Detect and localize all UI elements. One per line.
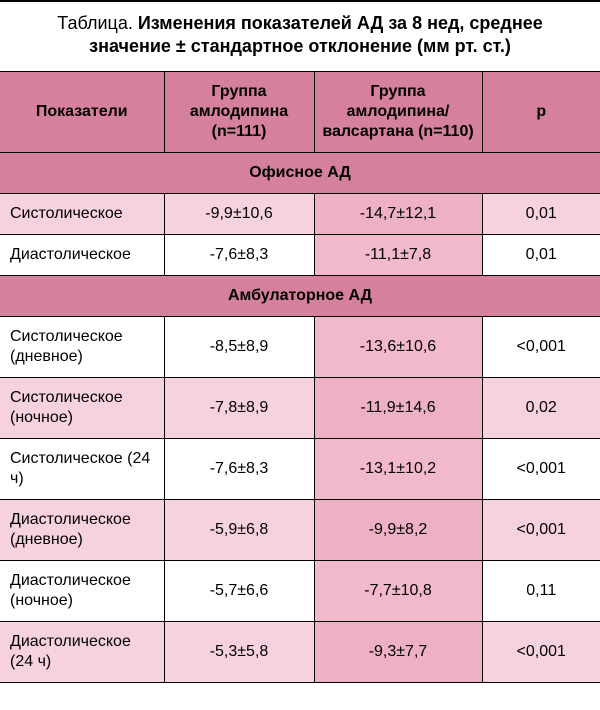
cell-indicator: Диастолическое (0, 234, 164, 275)
cell-group1: -7,6±8,3 (164, 234, 314, 275)
cell-group1: -7,8±8,9 (164, 377, 314, 438)
cell-group1: -5,9±6,8 (164, 499, 314, 560)
table-row: Систолическое (24 ч)-7,6±8,3-13,1±10,2<0… (0, 438, 600, 499)
cell-indicator: Систолическое (дневное) (0, 316, 164, 377)
table-row: Диастолическое (дневное)-5,9±6,8-9,9±8,2… (0, 499, 600, 560)
cell-group1: -9,9±10,6 (164, 193, 314, 234)
cell-group2: -11,1±7,8 (314, 234, 482, 275)
title-bold: Изменения показателей АД за 8 нед, средн… (89, 13, 543, 56)
table-container: Таблица. Изменения показателей АД за 8 н… (0, 0, 600, 683)
cell-group2: -14,7±12,1 (314, 193, 482, 234)
cell-p: <0,001 (482, 438, 600, 499)
table-row: Систолическое-9,9±10,6-14,7±12,10,01 (0, 193, 600, 234)
cell-group2: -7,7±10,8 (314, 560, 482, 621)
cell-group2: -13,1±10,2 (314, 438, 482, 499)
cell-group1: -8,5±8,9 (164, 316, 314, 377)
section-row: Офисное АД (0, 152, 600, 193)
cell-indicator: Систолическое (0, 193, 164, 234)
cell-group1: -7,6±8,3 (164, 438, 314, 499)
cell-indicator: Систолическое (24 ч) (0, 438, 164, 499)
table-row: Диастолическое (24 ч)-5,3±5,8-9,3±7,7<0,… (0, 621, 600, 682)
bp-table: Показатели Группа амлодипина (n=111) Гру… (0, 71, 600, 683)
cell-group1: -5,3±5,8 (164, 621, 314, 682)
section-row: Амбулаторное АД (0, 275, 600, 316)
cell-group1: -5,7±6,6 (164, 560, 314, 621)
col-group2: Группа амлодипина/ валсартана (n=110) (314, 71, 482, 152)
cell-group2: -9,9±8,2 (314, 499, 482, 560)
table-row: Диастолическое (ночное)-5,7±6,6-7,7±10,8… (0, 560, 600, 621)
cell-indicator: Систолическое (ночное) (0, 377, 164, 438)
table-row: Диастолическое-7,6±8,3-11,1±7,80,01 (0, 234, 600, 275)
cell-p: <0,001 (482, 499, 600, 560)
cell-group2: -13,6±10,6 (314, 316, 482, 377)
cell-indicator: Диастолическое (24 ч) (0, 621, 164, 682)
section-heading: Амбулаторное АД (0, 275, 600, 316)
table-row: Систолическое (ночное)-7,8±8,9-11,9±14,6… (0, 377, 600, 438)
title-lead: Таблица. (57, 13, 138, 33)
cell-group2: -9,3±7,7 (314, 621, 482, 682)
cell-p: <0,001 (482, 316, 600, 377)
col-indicator: Показатели (0, 71, 164, 152)
cell-p: 0,01 (482, 234, 600, 275)
cell-p: 0,02 (482, 377, 600, 438)
col-p: p (482, 71, 600, 152)
cell-p: 0,01 (482, 193, 600, 234)
cell-indicator: Диастолическое (дневное) (0, 499, 164, 560)
table-title: Таблица. Изменения показателей АД за 8 н… (0, 2, 600, 71)
cell-indicator: Диастолическое (ночное) (0, 560, 164, 621)
cell-p: <0,001 (482, 621, 600, 682)
table-header-row: Показатели Группа амлодипина (n=111) Гру… (0, 71, 600, 152)
section-heading: Офисное АД (0, 152, 600, 193)
cell-p: 0,11 (482, 560, 600, 621)
table-row: Систолическое (дневное)-8,5±8,9-13,6±10,… (0, 316, 600, 377)
col-group1: Группа амлодипина (n=111) (164, 71, 314, 152)
cell-group2: -11,9±14,6 (314, 377, 482, 438)
